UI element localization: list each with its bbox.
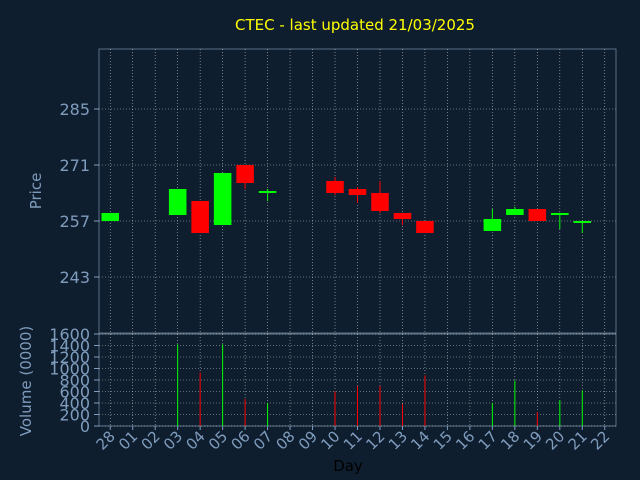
price-panel: 243 257 271 285: [59, 48, 617, 334]
volume-y-tick-label: 1200: [49, 348, 90, 367]
volume-y-tick-label: 0: [80, 417, 90, 436]
volume-y-tick-label: 1000: [49, 360, 90, 379]
candle-body: [213, 173, 232, 225]
candle-body: [168, 189, 187, 215]
candle-body: [326, 181, 344, 193]
candle-body: [573, 221, 592, 223]
price-y-tick-label: 257: [59, 212, 90, 231]
candle-body: [258, 191, 277, 193]
price-axis-label: Price: [27, 173, 45, 210]
volume-axis-label: Volume (0000): [17, 326, 35, 436]
price-y-tick-label: 285: [59, 100, 90, 119]
candle-body: [483, 219, 502, 231]
candle-body: [348, 189, 367, 195]
x-axis: 2801020304050607080910111213141516171819…: [93, 426, 613, 454]
candle-body: [393, 213, 412, 219]
volume-y-tick-label: 1600: [49, 325, 90, 344]
volume-y-tick-label: 400: [59, 394, 90, 413]
candle-body: [236, 165, 254, 183]
candle-body: [528, 209, 547, 221]
candle-body: [506, 209, 524, 215]
volume-y-tick-label: 600: [59, 383, 90, 402]
volume-y-tick-label: 1400: [49, 337, 90, 356]
candle-body: [191, 201, 209, 233]
x-tick-label: 22: [587, 427, 613, 453]
candle-body: [551, 213, 569, 215]
chart-title: CTEC - last updated 21/03/2025: [235, 16, 475, 34]
volume-y-tick-label: 800: [59, 371, 90, 390]
candle-body: [416, 221, 434, 233]
volume-y-tick-label: 200: [59, 406, 90, 425]
day-axis-label: Day: [333, 457, 363, 475]
candle-body: [101, 213, 120, 221]
price-y-tick-label: 243: [59, 268, 90, 287]
candle-body: [371, 193, 389, 211]
price-y-tick-label: 271: [59, 156, 90, 175]
